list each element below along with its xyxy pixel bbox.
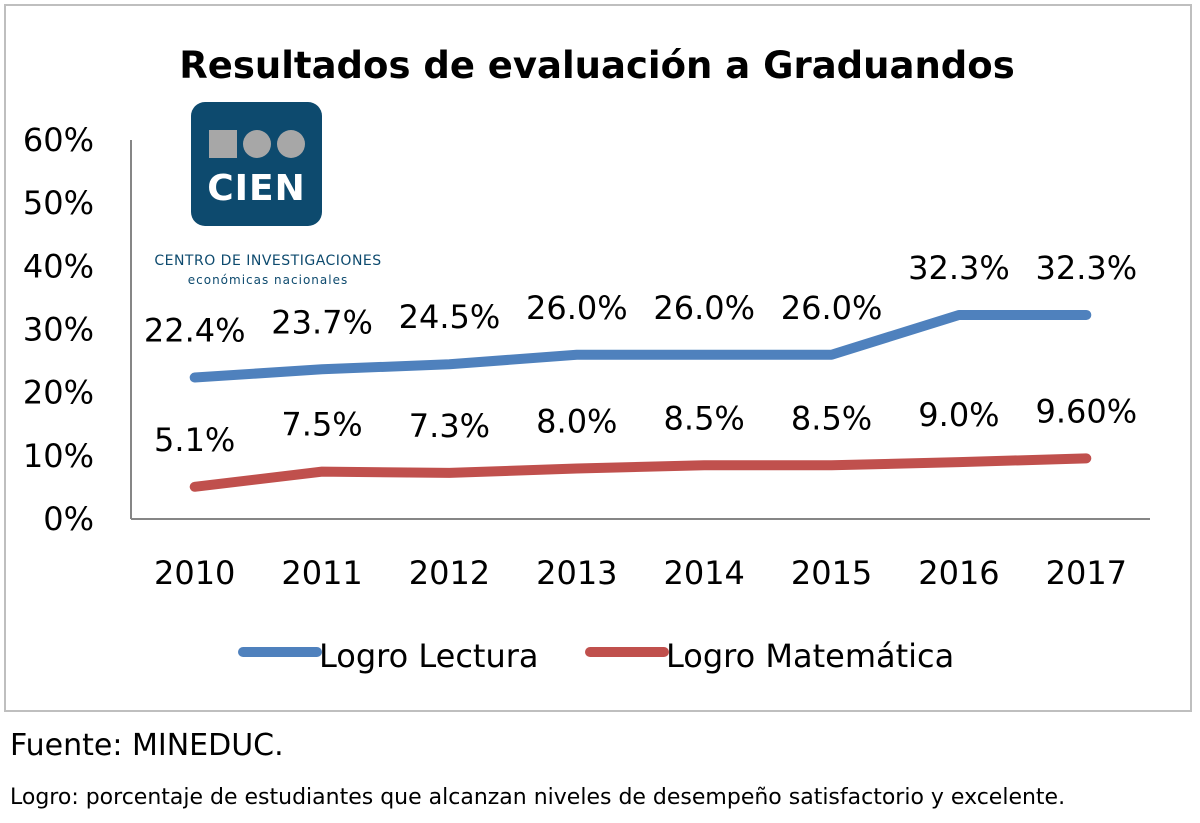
data-label: 8.0% <box>536 402 617 440</box>
logo-circle-shape <box>243 130 271 158</box>
axes <box>130 140 1150 520</box>
y-axis-ticks: 0% 10% 20% 30% 40% 50% 60% <box>23 121 94 538</box>
logo-square-shape <box>209 130 237 158</box>
source-note: Fuente: MINEDUC. <box>10 728 284 763</box>
chart-title: Resultados de evaluación a Graduandos <box>179 44 1014 87</box>
data-label: 7.5% <box>281 406 362 444</box>
legend-label: Logro Matemática <box>666 637 954 675</box>
data-label: 26.0% <box>653 289 755 327</box>
data-label: 26.0% <box>781 289 883 327</box>
data-label: 7.3% <box>409 407 490 445</box>
x-tick-label: 2011 <box>281 554 362 592</box>
logo-circle-shape <box>277 130 305 158</box>
data-label: 9.60% <box>1035 392 1137 430</box>
legend: Logro Lectura Logro Matemática <box>238 637 954 675</box>
x-tick-label: 2012 <box>409 554 490 592</box>
logo-tagline-line2: económicas nacionales <box>187 273 349 287</box>
logo-wordmark: CIEN <box>207 168 306 209</box>
x-tick-label: 2016 <box>918 554 999 592</box>
cien-logo: CIEN CENTRO DE INVESTIGACIONES económica… <box>148 102 388 292</box>
data-label: 9.0% <box>918 396 999 434</box>
y-tick-label: 40% <box>23 247 94 285</box>
data-label: 32.3% <box>908 249 1010 287</box>
x-tick-label: 2013 <box>536 554 617 592</box>
x-tick-label: 2017 <box>1046 554 1127 592</box>
data-label: 23.7% <box>271 303 373 341</box>
data-label: 26.0% <box>526 289 628 327</box>
y-tick-label: 0% <box>43 500 94 538</box>
data-label: 5.1% <box>154 421 235 459</box>
series-line-matematica <box>189 453 1092 492</box>
footnote: Logro: porcentaje de estudiantes que alc… <box>10 785 1066 810</box>
y-tick-label: 30% <box>23 311 94 349</box>
data-label: 8.5% <box>791 399 872 437</box>
x-axis-ticks: 2010 2011 2012 2013 2014 2015 2016 2017 <box>154 554 1127 592</box>
series-lines <box>189 309 1092 492</box>
y-tick-label: 10% <box>23 437 94 475</box>
y-tick-label: 20% <box>23 374 94 412</box>
data-label: 24.5% <box>399 298 501 336</box>
legend-label: Logro Lectura <box>319 637 539 675</box>
data-labels: 22.4% 23.7% 24.5% 26.0% 26.0% 26.0% 32.3% 32.3%… <box>144 249 1137 459</box>
y-tick-label: 60% <box>23 121 94 159</box>
data-label: 32.3% <box>1035 249 1137 287</box>
data-label: 8.5% <box>664 399 745 437</box>
data-label: 22.4% <box>144 312 246 350</box>
series-line-lectura <box>189 309 1092 383</box>
logo-tagline-line1: CENTRO DE INVESTIGACIONES <box>154 253 382 269</box>
x-tick-label: 2010 <box>154 554 235 592</box>
x-tick-label: 2015 <box>791 554 872 592</box>
cien-logo-mark: CIEN <box>191 102 322 226</box>
x-tick-label: 2014 <box>663 554 744 592</box>
y-tick-label: 50% <box>23 184 94 222</box>
